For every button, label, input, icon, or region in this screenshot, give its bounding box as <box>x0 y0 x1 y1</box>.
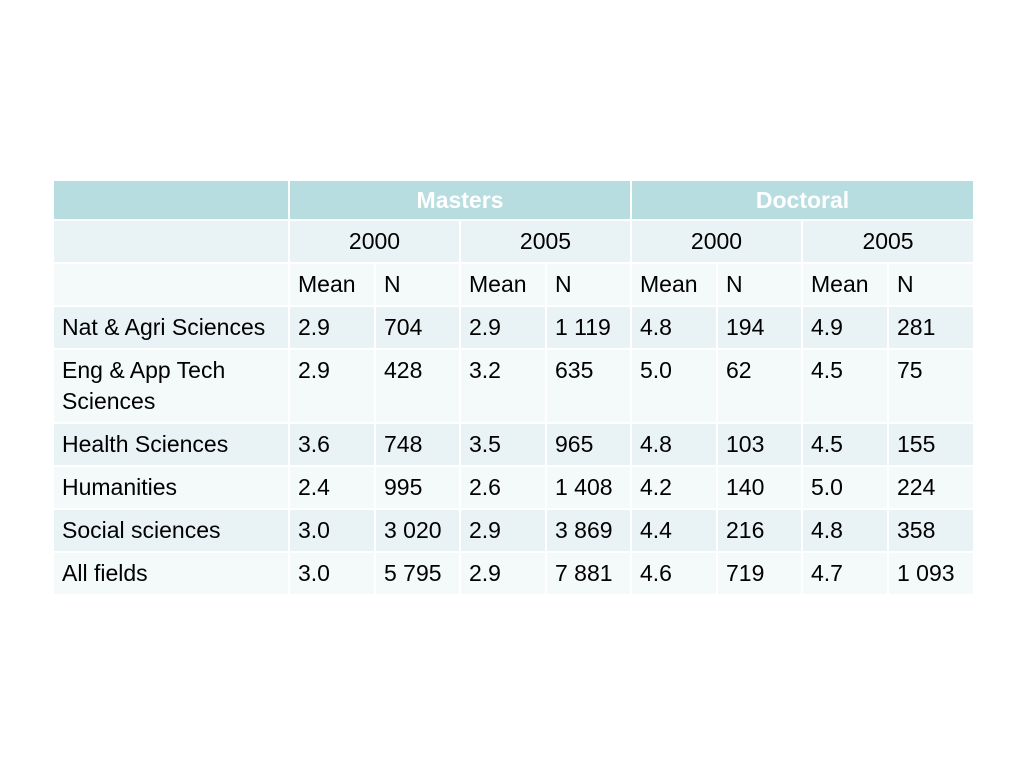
value-cell: 719 <box>716 551 803 596</box>
year-corner-cell <box>52 219 290 264</box>
value-cell: 965 <box>545 422 632 467</box>
value-cell: 3.0 <box>288 508 376 553</box>
value-cell: 635 <box>545 348 632 424</box>
value-cell: 62 <box>716 348 803 424</box>
value-cell: 4.2 <box>630 465 718 510</box>
subheader-cell: N <box>886 262 976 307</box>
value-cell: 3 869 <box>545 508 632 553</box>
value-cell: 224 <box>886 465 976 510</box>
subheader-cell: N <box>374 262 461 307</box>
data-table: Masters Doctoral 2000 2005 2000 2005 Mea… <box>52 179 976 596</box>
subheader-row: Mean N Mean N Mean N Mean N <box>52 262 976 307</box>
value-cell: 428 <box>374 348 461 424</box>
value-cell: 155 <box>886 422 976 467</box>
subheader-cell: Mean <box>459 262 547 307</box>
value-cell: 3.2 <box>459 348 547 424</box>
value-cell: 4.6 <box>630 551 718 596</box>
value-cell: 2.6 <box>459 465 547 510</box>
field-name-cell: Social sciences <box>52 508 290 553</box>
value-cell: 358 <box>886 508 976 553</box>
group-header-row: Masters Doctoral <box>52 179 976 221</box>
value-cell: 4.9 <box>801 305 889 350</box>
value-cell: 194 <box>716 305 803 350</box>
value-cell: 4.7 <box>801 551 889 596</box>
year-header-cell: 2000 <box>288 219 461 264</box>
table-row: Eng & App Tech Sciences 2.9 428 3.2 635 5.0 62… <box>52 348 976 424</box>
year-header-cell: 2005 <box>459 219 632 264</box>
value-cell: 4.4 <box>630 508 718 553</box>
subheader-cell: Mean <box>630 262 718 307</box>
value-cell: 140 <box>716 465 803 510</box>
subheader-cell: N <box>716 262 803 307</box>
year-header-cell: 2005 <box>800 219 976 264</box>
value-cell: 75 <box>886 348 976 424</box>
value-cell: 5 795 <box>374 551 461 596</box>
value-cell: 216 <box>716 508 803 553</box>
value-cell: 2.9 <box>288 305 376 350</box>
field-name-cell: Humanities <box>52 465 290 510</box>
value-cell: 3.5 <box>459 422 547 467</box>
value-cell: 1 093 <box>886 551 976 596</box>
table-row: Health Sciences 3.6 748 3.5 965 4.8 103 4.5 155 <box>52 422 976 467</box>
value-cell: 4.8 <box>630 422 718 467</box>
table-row: Social sciences 3.0 3 020 2.9 3 869 4.4 216 4.8… <box>52 508 976 553</box>
value-cell: 4.5 <box>801 422 889 467</box>
table-row: All fields 3.0 5 795 2.9 7 881 4.6 719 4.7 1 093 <box>52 551 976 596</box>
field-name-cell: Nat & Agri Sciences <box>52 305 290 350</box>
group-header-masters: Masters <box>288 179 632 221</box>
field-name-cell: Eng & App Tech Sciences <box>52 348 290 424</box>
value-cell: 2.9 <box>288 348 376 424</box>
group-header-doctoral: Doctoral <box>629 179 976 221</box>
value-cell: 7 881 <box>545 551 632 596</box>
subheader-corner-cell <box>52 262 290 307</box>
year-header-cell: 2000 <box>630 219 803 264</box>
header-corner-cell <box>52 179 290 221</box>
value-cell: 2.9 <box>459 551 547 596</box>
value-cell: 3.6 <box>288 422 376 467</box>
value-cell: 3.0 <box>288 551 376 596</box>
subheader-cell: Mean <box>801 262 889 307</box>
value-cell: 1 408 <box>545 465 632 510</box>
table-row: Humanities 2.4 995 2.6 1 408 4.2 140 5.0 224 <box>52 465 976 510</box>
value-cell: 704 <box>374 305 461 350</box>
value-cell: 5.0 <box>630 348 718 424</box>
value-cell: 995 <box>374 465 461 510</box>
value-cell: 2.9 <box>459 305 547 350</box>
year-header-row: 2000 2005 2000 2005 <box>52 219 976 264</box>
value-cell: 1 119 <box>545 305 632 350</box>
value-cell: 281 <box>886 305 976 350</box>
field-name-cell: Health Sciences <box>52 422 290 467</box>
field-name-cell: All fields <box>52 551 290 596</box>
value-cell: 3 020 <box>374 508 461 553</box>
value-cell: 4.8 <box>801 508 889 553</box>
value-cell: 2.4 <box>288 465 376 510</box>
subheader-cell: N <box>545 262 632 307</box>
value-cell: 5.0 <box>801 465 889 510</box>
value-cell: 2.9 <box>459 508 547 553</box>
value-cell: 4.8 <box>630 305 718 350</box>
value-cell: 103 <box>716 422 803 467</box>
value-cell: 4.5 <box>801 348 889 424</box>
subheader-cell: Mean <box>288 262 376 307</box>
table-row: Nat & Agri Sciences 2.9 704 2.9 1 119 4.8 194 4… <box>52 305 976 350</box>
value-cell: 748 <box>374 422 461 467</box>
